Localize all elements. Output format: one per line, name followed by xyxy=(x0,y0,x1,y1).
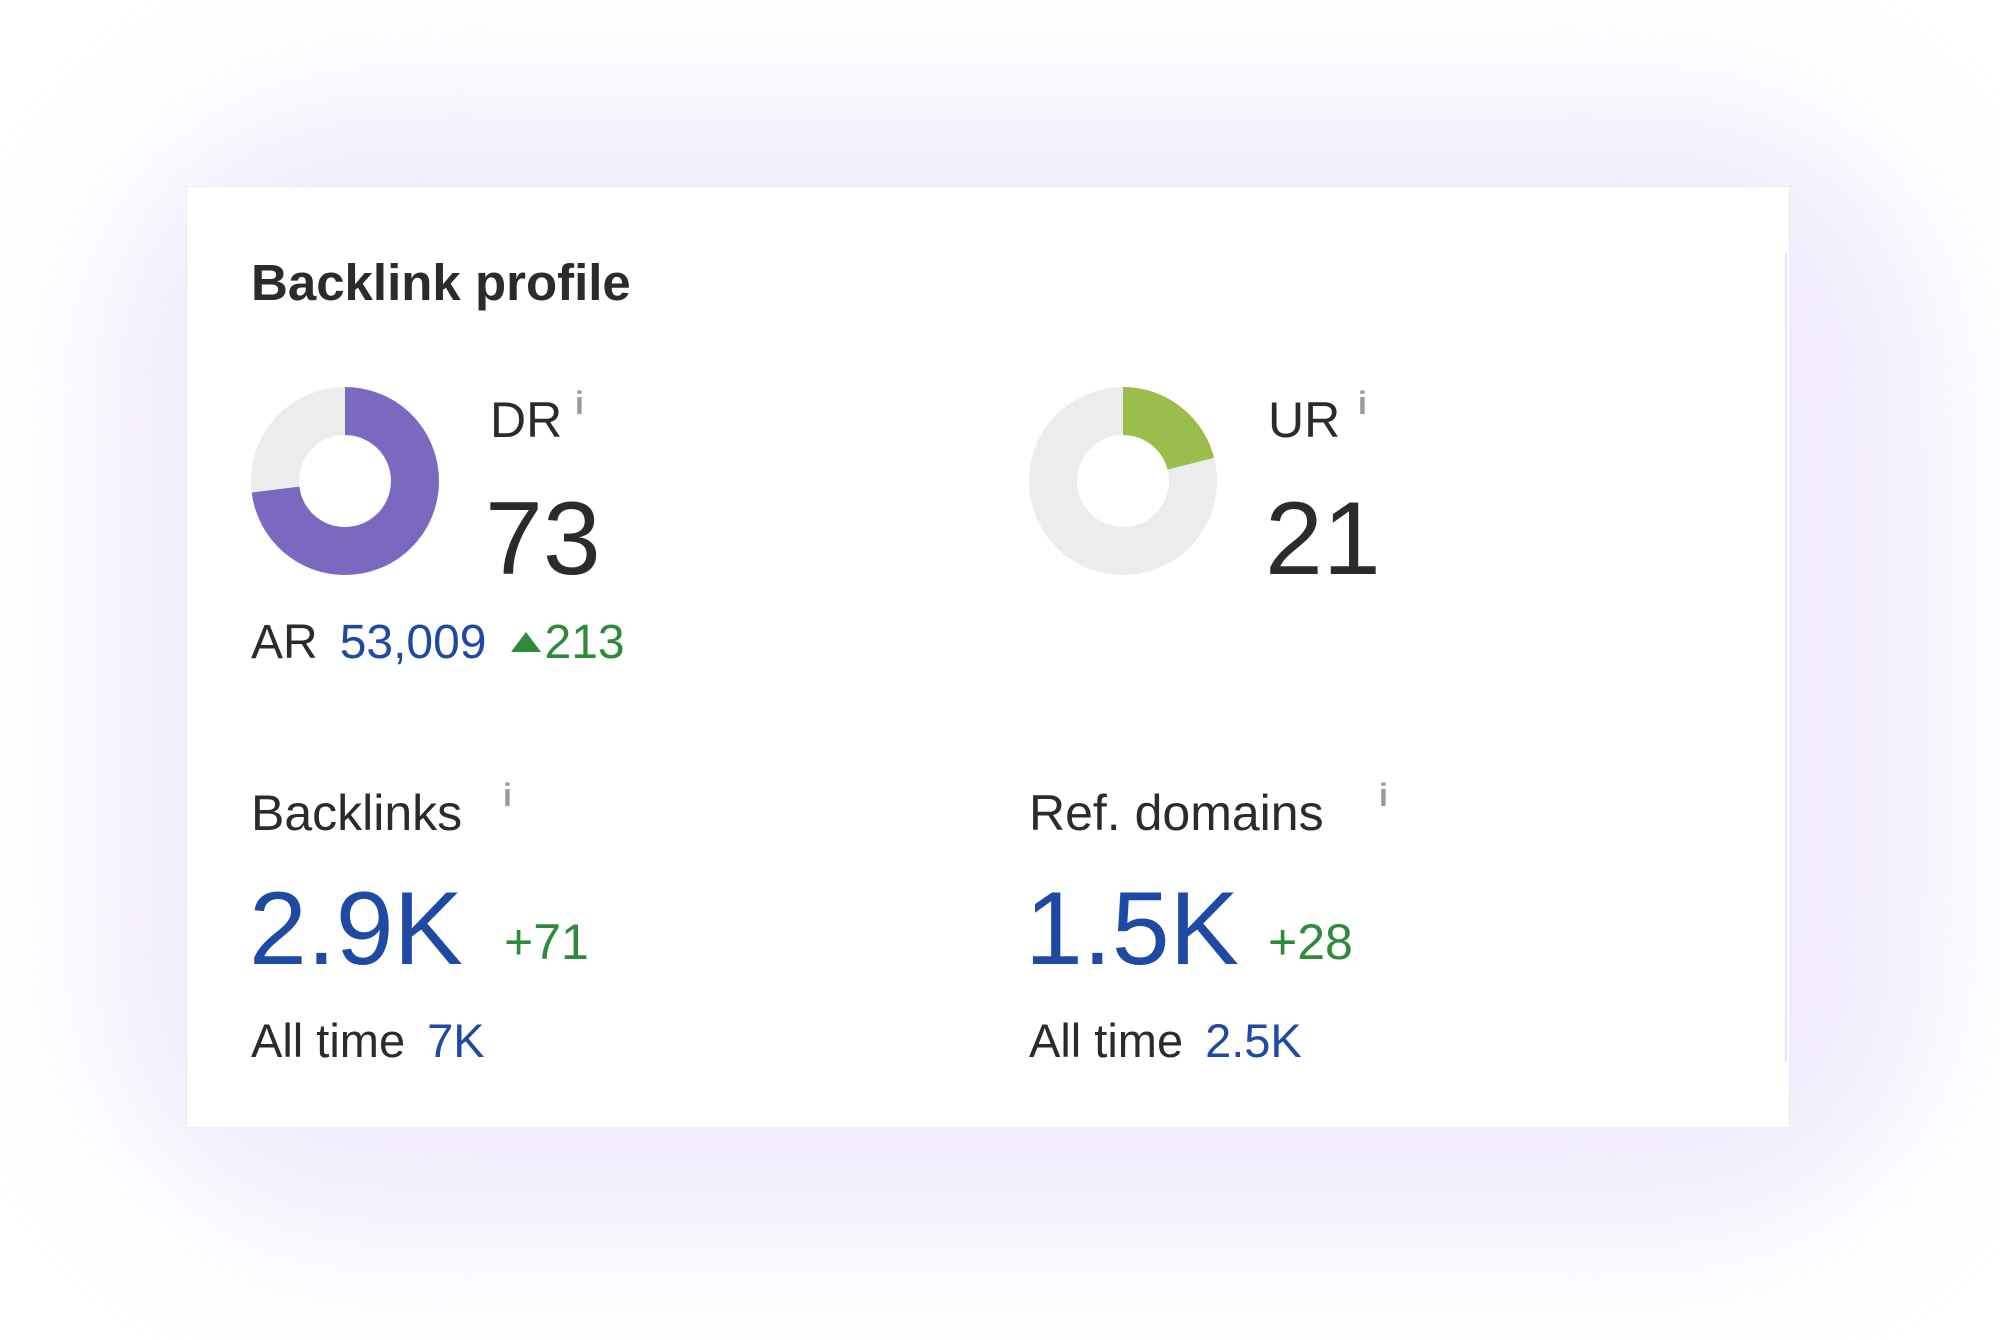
backlinks-alltime-row: All time 7K xyxy=(251,1017,485,1064)
ur-info-icon[interactable]: i xyxy=(1358,385,1367,421)
ar-label: AR xyxy=(251,616,318,669)
dr-label: DR xyxy=(490,392,563,448)
dr-info-icon[interactable]: i xyxy=(575,385,584,421)
backlinks-alltime-value-link[interactable]: 7K xyxy=(427,1014,485,1067)
ar-delta: 213 xyxy=(510,616,625,669)
ur-donut-chart xyxy=(1029,387,1217,575)
backlinks-alltime-label: All time xyxy=(251,1014,406,1067)
dr-donut-chart xyxy=(251,387,439,575)
dr-donut-arc xyxy=(251,387,439,575)
ur-value: 21 xyxy=(1265,481,1381,597)
backlinks-delta-link[interactable]: +71 xyxy=(504,914,589,970)
ref-domains-alltime-label: All time xyxy=(1029,1014,1184,1067)
card-scrollbar[interactable] xyxy=(1785,252,1787,1062)
ref-domains-alltime-row: All time 2.5K xyxy=(1029,1017,1302,1064)
ur-donut-arc xyxy=(1029,387,1217,575)
ref-domains-info-icon[interactable]: i xyxy=(1379,777,1388,813)
backlinks-info-icon[interactable]: i xyxy=(503,777,512,813)
ref-domains-delta-link[interactable]: +28 xyxy=(1268,914,1353,970)
ur-label: UR xyxy=(1268,392,1341,448)
ar-value-link[interactable]: 53,009 xyxy=(339,616,487,669)
ref-domains-value-link[interactable]: 1.5K xyxy=(1025,871,1239,987)
ar-delta-value: 213 xyxy=(544,616,625,669)
backlink-profile-card: Backlink profile DR i 73 UR i 21 AR 53,00… xyxy=(186,186,1790,1128)
backlinks-value-link[interactable]: 2.9K xyxy=(249,871,463,987)
dr-value: 73 xyxy=(485,481,601,597)
card-title: Backlink profile xyxy=(251,254,631,311)
ref-domains-alltime-value-link[interactable]: 2.5K xyxy=(1205,1014,1302,1067)
ar-row: AR 53,009 213 xyxy=(251,619,625,667)
arrow-up-icon xyxy=(510,632,541,652)
ref-domains-label: Ref. domains xyxy=(1029,785,1324,841)
backlinks-label: Backlinks xyxy=(251,785,463,841)
